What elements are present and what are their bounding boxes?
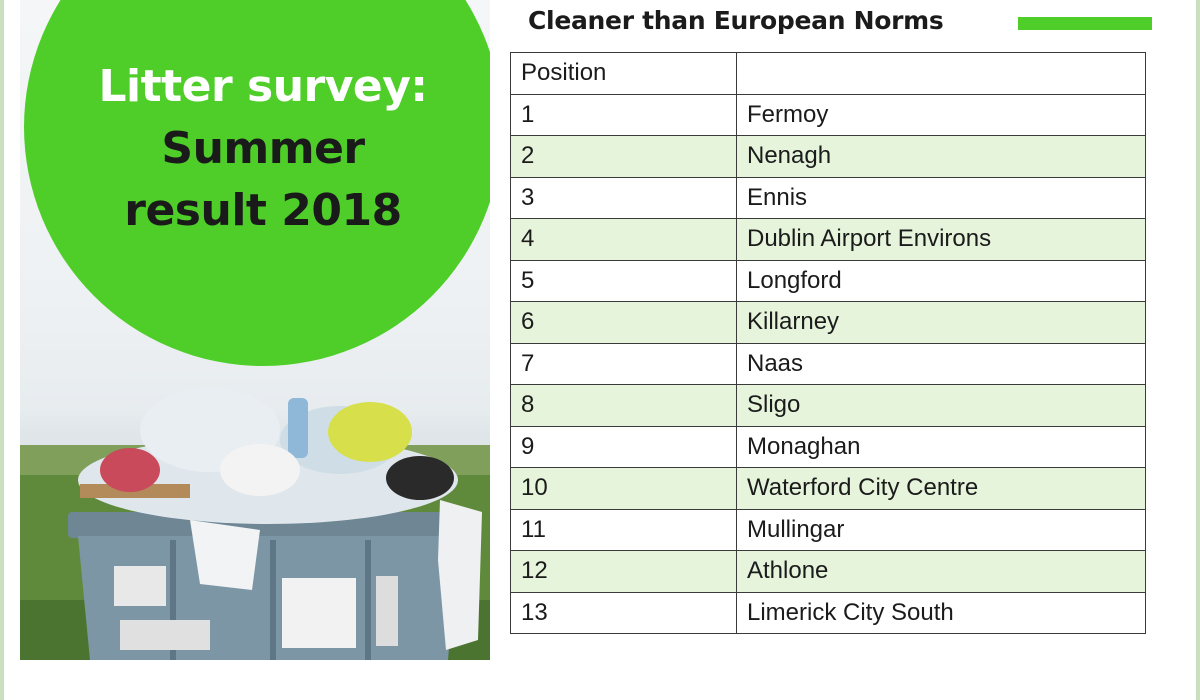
position-cell: 12 [510,550,737,593]
town-cell: Monaghan [736,425,1146,468]
table-row: 11 Mullingar [510,508,1146,551]
position-cell: 4 [510,218,737,261]
headline-line-1: Litter survey: [98,61,428,112]
town-cell: Waterford City Centre [736,467,1146,510]
position-cell: 3 [510,176,737,219]
headline-line-2: Summer [161,123,365,174]
position-cell: 7 [510,342,737,385]
table-title: Cleaner than European Norms [528,6,944,35]
position-cell: 8 [510,384,737,427]
column-header-town [736,52,1146,95]
town-cell: Fermoy [736,93,1146,136]
position-cell: 2 [510,135,737,178]
town-cell: Ennis [736,176,1146,219]
headline-line-3: result 2018 [124,185,402,236]
position-cell: 9 [510,425,737,468]
table-row: 1 Fermoy [510,93,1146,136]
position-cell: 6 [510,301,737,344]
ranking-table: Position 1 Fermoy 2 Nenagh 3 Ennis 4 Dub… [510,52,1146,634]
position-cell: 13 [510,591,737,634]
table-row: 8 Sligo [510,384,1146,427]
litter-bin-photo: Litter survey: Summer result 2018 [20,0,490,660]
table-row: 7 Naas [510,342,1146,385]
table-row: 6 Killarney [510,301,1146,344]
table-row: 10 Waterford City Centre [510,467,1146,510]
headline-circle: Litter survey: Summer result 2018 [24,0,490,366]
table-row: 2 Nenagh [510,135,1146,178]
position-cell: 11 [510,508,737,551]
position-cell: 1 [510,93,737,136]
town-cell: Sligo [736,384,1146,427]
town-cell: Killarney [736,301,1146,344]
town-cell: Mullingar [736,508,1146,551]
legend-color-bar [1018,17,1152,30]
table-row: 12 Athlone [510,550,1146,593]
town-cell: Dublin Airport Environs [736,218,1146,261]
position-cell: 10 [510,467,737,510]
table-row: 4 Dublin Airport Environs [510,218,1146,261]
column-header-position: Position [510,52,737,95]
table-row: 9 Monaghan [510,425,1146,468]
table-header-row: Position [510,52,1146,95]
table-row: 3 Ennis [510,176,1146,219]
table-row: 13 Limerick City South [510,591,1146,634]
town-cell: Naas [736,342,1146,385]
overflowing-bin-illustration [20,388,490,660]
town-cell: Nenagh [736,135,1146,178]
town-cell: Limerick City South [736,591,1146,634]
town-cell: Athlone [736,550,1146,593]
table-row: 5 Longford [510,259,1146,302]
position-cell: 5 [510,259,737,302]
town-cell: Longford [736,259,1146,302]
